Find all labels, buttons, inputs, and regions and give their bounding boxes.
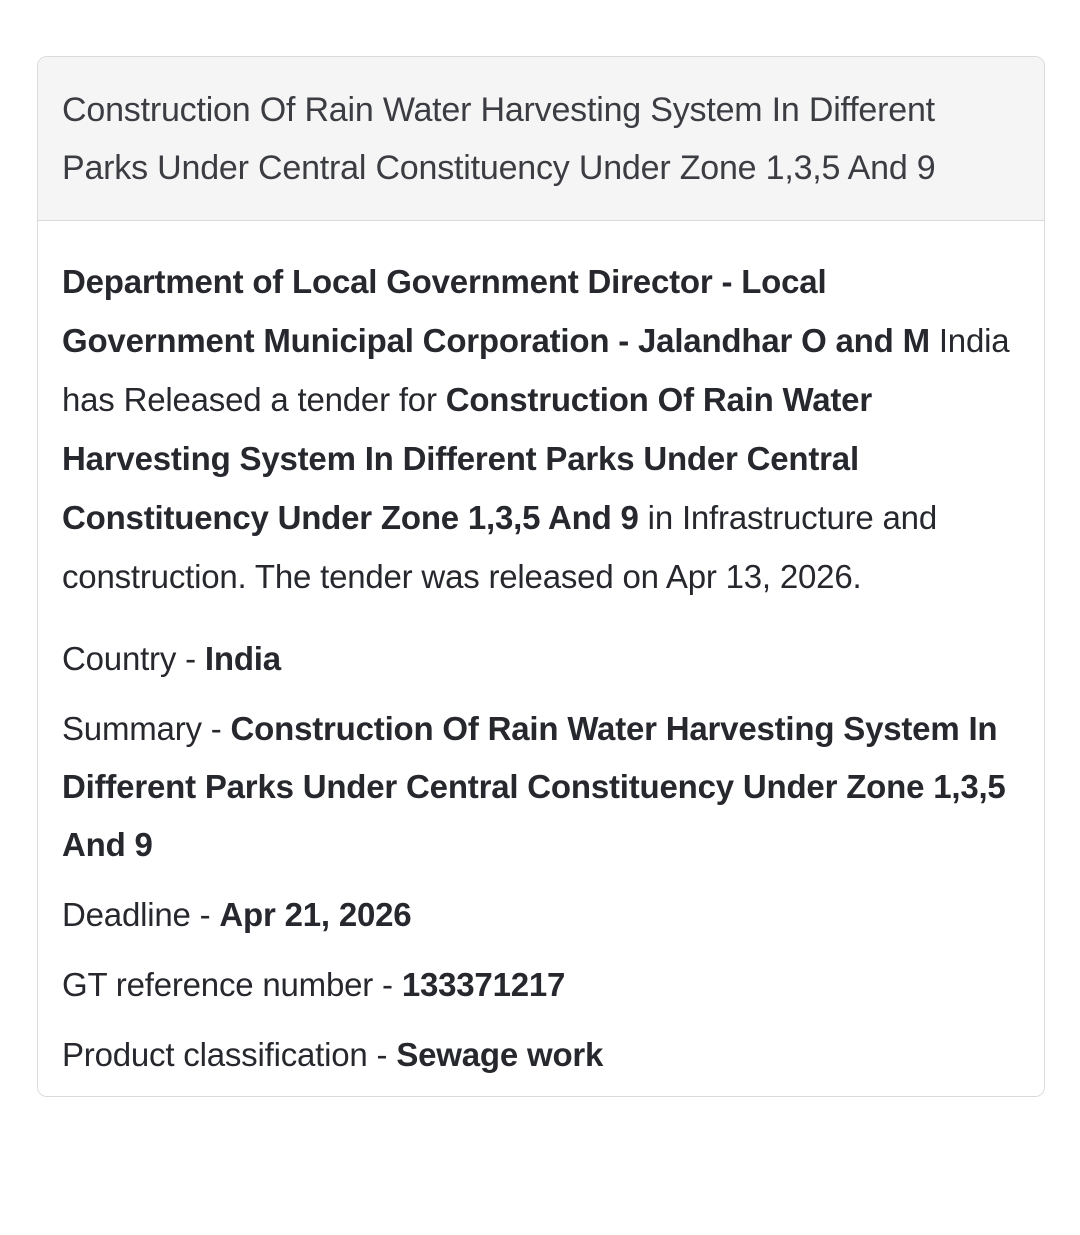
field-separator: -	[201, 710, 231, 747]
field-separator: -	[176, 640, 205, 677]
field-label: Country	[62, 640, 177, 677]
field-row-product-classification: Product classification - Sewage work	[62, 1026, 1020, 1084]
tender-details: Department of Local Government Director …	[38, 221, 1044, 1096]
tender-title: Construction Of Rain Water Harvesting Sy…	[62, 91, 936, 187]
tender-title-inline: Construction Of Rain Water Harvesting Sy…	[62, 381, 872, 536]
field-separator: -	[373, 966, 402, 1003]
field-row-country: Country - India	[62, 630, 1020, 688]
field-value: India	[204, 640, 281, 677]
tender-panel: Construction Of Rain Water Harvesting Sy…	[37, 56, 1045, 1097]
field-row-gt-reference-number: GT reference number - 133371217	[62, 956, 1020, 1014]
tender-intro-paragraph: Department of Local Government Director …	[62, 252, 1020, 606]
field-label: GT reference number	[62, 966, 374, 1003]
field-row-deadline: Deadline - Apr 21, 2026	[62, 886, 1020, 944]
tender-title-header: Construction Of Rain Water Harvesting Sy…	[38, 57, 1044, 221]
field-label: Summary	[62, 710, 202, 747]
field-label: Product classification	[62, 1036, 368, 1073]
field-separator: -	[367, 1036, 397, 1073]
intro-connector-text: India has Released a tender for	[62, 322, 1010, 418]
field-value: Sewage work	[396, 1036, 604, 1073]
field-value: Apr 21, 2026	[219, 896, 412, 933]
field-separator: -	[190, 896, 220, 933]
field-value: 133371217	[401, 966, 566, 1003]
field-row-summary: Summary - Construction Of Rain Water Har…	[62, 700, 1020, 874]
authority-name: Department of Local Government Director …	[62, 263, 930, 359]
field-value: Construction Of Rain Water Harvesting Sy…	[62, 710, 1006, 863]
field-label: Deadline	[62, 896, 191, 933]
intro-tail-text: in Infrastructure and construction. The …	[62, 499, 937, 595]
